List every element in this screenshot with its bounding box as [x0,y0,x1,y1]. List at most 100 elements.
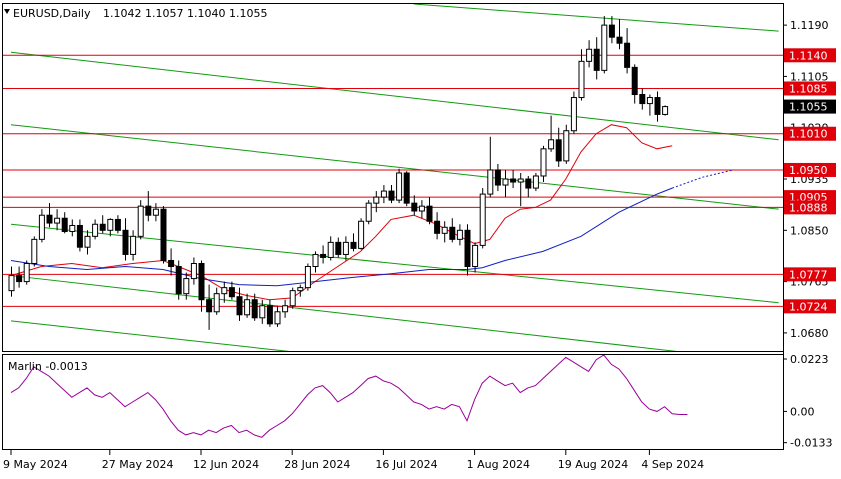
candle[interactable] [662,105,669,116]
candle[interactable] [320,245,327,264]
level-price-tag[interactable] [784,200,836,215]
channel-line[interactable] [10,275,779,364]
trend-channel-lines[interactable] [10,4,779,405]
candle[interactable] [99,215,106,234]
candle[interactable] [69,219,76,237]
candle[interactable] [631,64,638,104]
collapse-triangle-icon[interactable] [4,9,10,14]
candle[interactable] [190,257,197,285]
candle[interactable] [244,293,251,318]
candle[interactable] [54,209,61,231]
candle[interactable] [206,284,213,330]
channel-line[interactable] [10,320,779,405]
candle[interactable] [510,169,517,189]
channel-line[interactable] [10,223,779,304]
candle[interactable] [31,236,38,267]
candle[interactable] [441,221,448,243]
candle[interactable] [304,263,311,291]
candle[interactable] [297,284,304,297]
level-price-tag[interactable] [784,48,836,63]
candle[interactable] [578,49,585,101]
candle[interactable] [358,218,365,250]
candle[interactable] [107,218,114,237]
candle[interactable] [464,224,471,276]
candle[interactable] [548,115,555,152]
candle[interactable] [8,266,15,297]
price-axis[interactable]: 1.11901.11051.10201.09351.08501.07651.06… [783,19,836,340]
candle[interactable] [487,136,494,198]
candle[interactable] [472,242,479,273]
channel-line[interactable] [10,124,779,210]
candle[interactable] [373,191,380,213]
candle[interactable] [365,200,372,225]
level-price-tag[interactable] [784,81,836,96]
current-price-tag[interactable] [784,99,836,114]
candle[interactable] [183,272,190,300]
candles[interactable] [8,16,669,330]
channel-line[interactable] [413,4,779,32]
candle[interactable] [168,248,175,276]
candle[interactable] [525,175,532,198]
candle[interactable] [130,230,137,261]
level-price-tag[interactable] [784,126,836,141]
horizontal-levels[interactable] [3,54,783,307]
candle[interactable] [396,168,403,204]
candle[interactable] [532,172,539,192]
candle[interactable] [160,206,167,264]
candle[interactable] [92,219,99,240]
candle[interactable] [449,218,456,243]
candle[interactable] [411,195,418,216]
candle[interactable] [122,218,129,261]
candle[interactable] [646,94,653,116]
level-price-tag[interactable] [784,299,836,314]
candle[interactable] [145,191,152,222]
candle[interactable] [221,281,228,303]
candle[interactable] [608,16,615,44]
candle[interactable] [616,19,623,50]
candle[interactable] [403,171,410,207]
candle[interactable] [46,203,53,228]
candle[interactable] [601,16,608,74]
candle[interactable] [456,224,463,246]
candle[interactable] [624,28,631,74]
candle[interactable] [251,293,258,321]
candle[interactable] [137,200,144,240]
candle[interactable] [38,209,45,243]
candle[interactable] [350,233,357,252]
candle[interactable] [563,124,570,164]
candle[interactable] [236,287,243,321]
candle[interactable] [152,203,159,222]
candle[interactable] [282,299,289,318]
candle[interactable] [198,260,205,312]
candle[interactable] [593,37,600,80]
level-price-tag[interactable] [784,267,836,282]
channel-line[interactable] [10,51,779,141]
candle[interactable] [654,91,661,122]
candle[interactable] [289,287,296,309]
candle[interactable] [586,40,593,68]
candle[interactable] [84,230,91,255]
time-axis[interactable]: 9 May 2024 27 May 2024 12 Jun 2024 28 Jun 2… [3,450,704,471]
candle[interactable] [259,299,266,324]
candle[interactable] [23,260,30,285]
candle[interactable] [502,169,509,198]
candle[interactable] [312,251,319,273]
candle[interactable] [426,197,433,225]
candle[interactable] [418,200,425,219]
candle[interactable] [570,91,577,134]
candle[interactable] [274,305,281,327]
candle[interactable] [479,188,486,249]
candle[interactable] [175,260,182,300]
candle[interactable] [494,163,501,192]
candle[interactable] [76,219,83,252]
candle[interactable] [335,237,342,258]
candle[interactable] [327,236,334,261]
candle[interactable] [380,185,387,204]
candle[interactable] [517,172,524,207]
candle[interactable] [228,281,235,300]
candle[interactable] [114,215,121,234]
candle[interactable] [61,212,68,234]
candle[interactable] [342,236,349,261]
level-price-tag[interactable] [784,162,836,177]
